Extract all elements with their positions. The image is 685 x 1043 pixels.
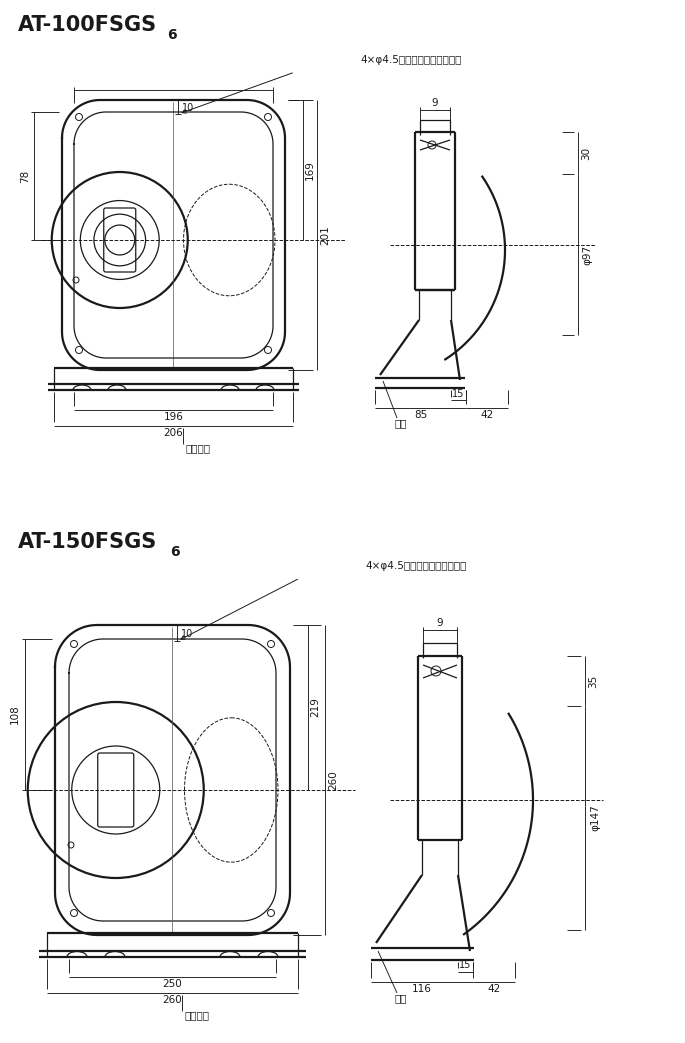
- Text: AT-150FSGS: AT-150FSGS: [18, 532, 158, 552]
- Text: 10: 10: [182, 629, 194, 639]
- Text: 250: 250: [162, 979, 182, 989]
- Text: 219: 219: [310, 698, 320, 718]
- Text: φ147: φ147: [590, 804, 600, 831]
- Text: 78: 78: [20, 169, 30, 183]
- Text: ネジ: ネジ: [395, 993, 408, 1003]
- Text: 196: 196: [164, 412, 184, 422]
- Text: 9: 9: [436, 618, 443, 628]
- Text: 4×φ4.5ノックアウト据付用穴: 4×φ4.5ノックアウト据付用穴: [365, 561, 466, 571]
- Text: AT-100FSGS: AT-100FSGS: [18, 15, 157, 35]
- Text: 30: 30: [581, 146, 591, 160]
- Text: 116: 116: [412, 984, 432, 994]
- Text: 6: 6: [170, 545, 179, 559]
- Text: 9: 9: [432, 98, 438, 108]
- Text: 260: 260: [162, 995, 182, 1005]
- Text: 42: 42: [487, 984, 501, 994]
- Text: 108: 108: [10, 705, 20, 725]
- Text: 206: 206: [164, 428, 184, 438]
- Text: φ97: φ97: [582, 244, 592, 265]
- Text: 15: 15: [460, 960, 472, 970]
- Text: 85: 85: [414, 410, 427, 420]
- Text: 42: 42: [480, 410, 494, 420]
- Text: 260: 260: [328, 770, 338, 790]
- Text: 10: 10: [182, 103, 195, 113]
- Text: ネジ: ネジ: [395, 418, 408, 428]
- Text: 4×φ4.5ノックアウト据付用穴: 4×φ4.5ノックアウト据付用穴: [360, 55, 462, 65]
- Text: 201: 201: [320, 225, 330, 245]
- Text: 15: 15: [452, 389, 464, 399]
- Text: リベット: リベット: [186, 443, 210, 453]
- Text: 35: 35: [588, 675, 598, 687]
- Text: 169: 169: [305, 160, 315, 180]
- Text: リベット: リベット: [184, 1010, 210, 1020]
- Text: 6: 6: [167, 28, 177, 42]
